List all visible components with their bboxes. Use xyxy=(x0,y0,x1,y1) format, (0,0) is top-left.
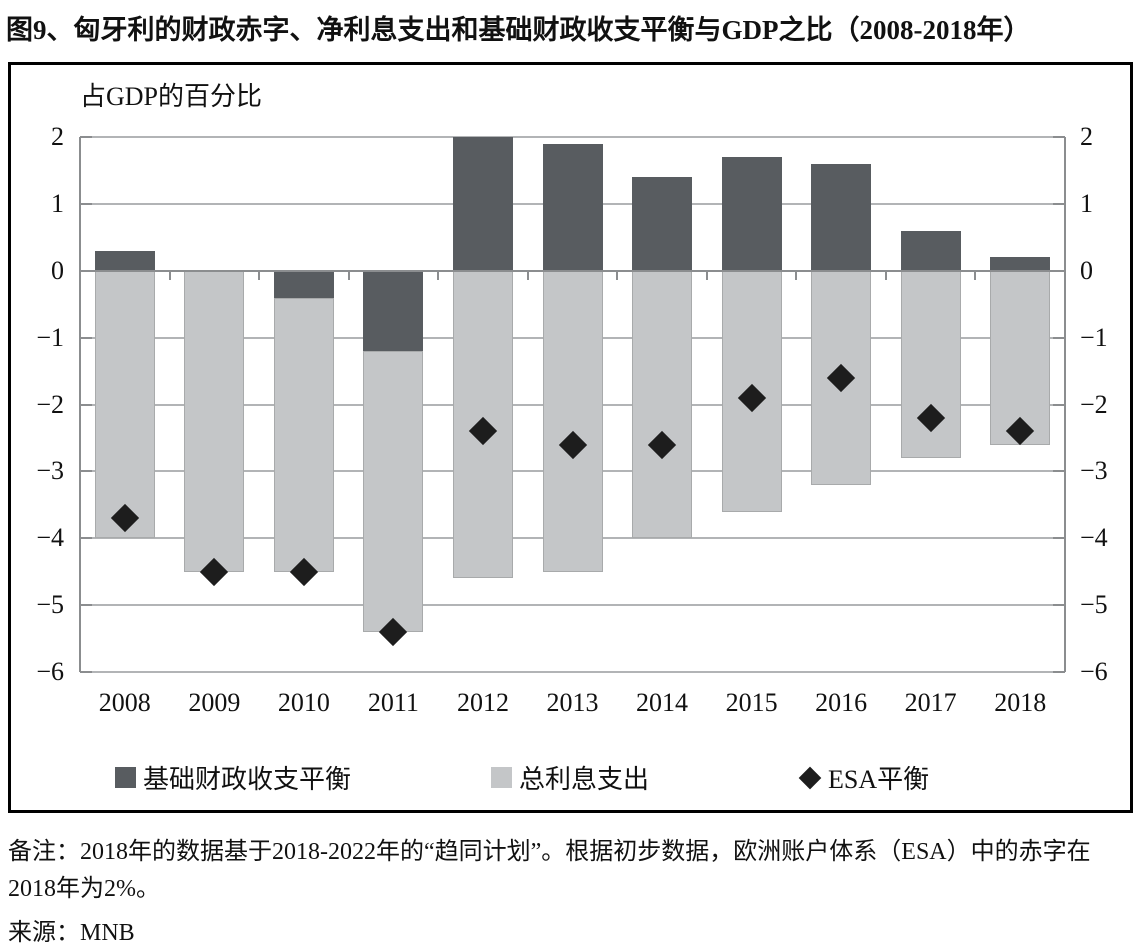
x-tick xyxy=(705,270,708,280)
y-tick-label-right: 2 xyxy=(1080,122,1093,151)
y-tick-label-left: −6 xyxy=(36,657,64,686)
y-tick-left xyxy=(80,336,92,339)
y-tick-label-left: −4 xyxy=(36,523,64,553)
interest-swatch-icon xyxy=(491,767,512,788)
legend-label-esa-balance: ESA平衡 xyxy=(828,765,930,794)
y-tick-right xyxy=(1053,671,1065,673)
y-tick-left xyxy=(80,202,92,205)
figure-notes: 备注：2018年的数据基于2018-2022年的“趋同计划”。根据初步数据，欧洲… xyxy=(8,839,1091,902)
y-tick-right xyxy=(1053,604,1065,607)
y-tick-right xyxy=(1053,336,1065,339)
y-tick-label-right: −4 xyxy=(1080,523,1108,553)
bar-primary-balance xyxy=(273,270,334,298)
bar-primary-balance xyxy=(94,250,155,271)
y-tick-right xyxy=(1053,136,1065,138)
x-tick-label: 2018 xyxy=(994,688,1047,717)
y-tick-left xyxy=(80,671,92,673)
x-tick-label: 2016 xyxy=(815,688,868,717)
legend-item-esa-balance: ESA平衡 xyxy=(798,759,930,796)
x-tick-label: 2009 xyxy=(188,688,241,717)
y-tick-label-right: −6 xyxy=(1080,657,1108,686)
bar-interest xyxy=(94,270,155,539)
chart-legend: 基础财政收支平衡 总利息支出 ESA平衡 xyxy=(11,759,1130,796)
legend-item-interest: 总利息支出 xyxy=(491,759,649,796)
x-tick-label: 2017 xyxy=(904,688,957,717)
x-tick xyxy=(974,270,977,280)
esa-balance-diamond-icon xyxy=(798,766,822,789)
x-tick-label: 2012 xyxy=(456,688,509,717)
gridline xyxy=(80,136,1065,138)
y-tick-label-right: −3 xyxy=(1080,456,1108,486)
bar-primary-balance xyxy=(990,257,1051,271)
x-tick xyxy=(168,270,171,280)
x-tick-label: 2008 xyxy=(98,688,151,717)
legend-item-primary-balance: 基础财政收支平衡 xyxy=(115,759,351,796)
bar-interest xyxy=(184,270,245,572)
primary-balance-swatch-icon xyxy=(115,767,136,788)
y-tick-left xyxy=(80,269,92,272)
y-tick-label-right: 1 xyxy=(1080,188,1093,218)
y-tick-label-left: −1 xyxy=(36,322,64,352)
gridline xyxy=(80,604,1065,607)
gridline xyxy=(80,671,1065,673)
chart-frame: 占GDP的百分比 基础财政收支平衡 总利息支出 ESA平衡 2 2 1 1 0 0 −1 −1… xyxy=(8,62,1133,813)
x-tick xyxy=(258,270,261,280)
legend-label-interest: 总利息支出 xyxy=(519,765,650,794)
y-axis-right xyxy=(1064,137,1066,672)
x-tick xyxy=(526,270,529,280)
y-tick-label-right: −2 xyxy=(1080,389,1108,419)
y-tick-left xyxy=(80,136,92,138)
y-tick-label-left: 0 xyxy=(51,255,64,285)
figure-source: 来源：MNB xyxy=(8,920,135,945)
y-tick-right xyxy=(1053,269,1065,272)
figure-title: 图9、匈牙利的财政赤字、净利息支出和基础财政收支平衡与GDP之比（2008-20… xyxy=(6,15,1031,45)
bar-interest xyxy=(632,270,693,539)
bar-primary-balance xyxy=(542,143,603,271)
y-tick-label-left: −5 xyxy=(36,590,64,620)
bar-interest xyxy=(363,351,424,632)
y-tick-label-left: 1 xyxy=(51,188,64,218)
x-tick xyxy=(437,270,440,280)
x-tick-label: 2010 xyxy=(277,688,330,717)
y-tick-label-left: −2 xyxy=(36,389,64,419)
bar-primary-balance xyxy=(363,270,424,351)
x-tick xyxy=(347,270,350,280)
y-tick-left xyxy=(80,403,92,406)
x-tick xyxy=(795,270,798,280)
y-tick-label-left: −3 xyxy=(36,456,64,486)
x-tick-label: 2014 xyxy=(636,688,689,717)
bar-primary-balance xyxy=(721,157,782,271)
bar-primary-balance xyxy=(632,177,693,271)
bar-primary-balance xyxy=(452,137,513,271)
y-tick-right xyxy=(1053,202,1065,205)
bar-primary-balance xyxy=(811,163,872,271)
x-tick-label: 2013 xyxy=(546,688,599,717)
bar-interest xyxy=(990,270,1051,445)
y-tick-right xyxy=(1053,537,1065,540)
y-tick-right xyxy=(1053,470,1065,473)
x-tick xyxy=(884,270,887,280)
x-tick-label: 2011 xyxy=(367,688,419,717)
zero-axis xyxy=(80,269,1065,272)
y-tick-left xyxy=(80,604,92,607)
bar-interest xyxy=(542,270,603,572)
x-tick-label: 2015 xyxy=(725,688,778,717)
y-tick-label-right: 0 xyxy=(1080,255,1093,285)
y-tick-label-right: −5 xyxy=(1080,590,1108,620)
bar-interest xyxy=(273,297,334,572)
y-axis-title: 占GDP的百分比 xyxy=(80,82,263,111)
y-tick-label-right: −1 xyxy=(1080,322,1108,352)
x-tick xyxy=(616,270,619,280)
y-tick-left xyxy=(80,537,92,540)
y-tick-label-left: 2 xyxy=(51,122,64,151)
bar-primary-balance xyxy=(900,230,961,271)
y-tick-left xyxy=(80,470,92,473)
legend-label-primary-balance: 基础财政收支平衡 xyxy=(143,765,352,794)
y-tick-right xyxy=(1053,403,1065,406)
